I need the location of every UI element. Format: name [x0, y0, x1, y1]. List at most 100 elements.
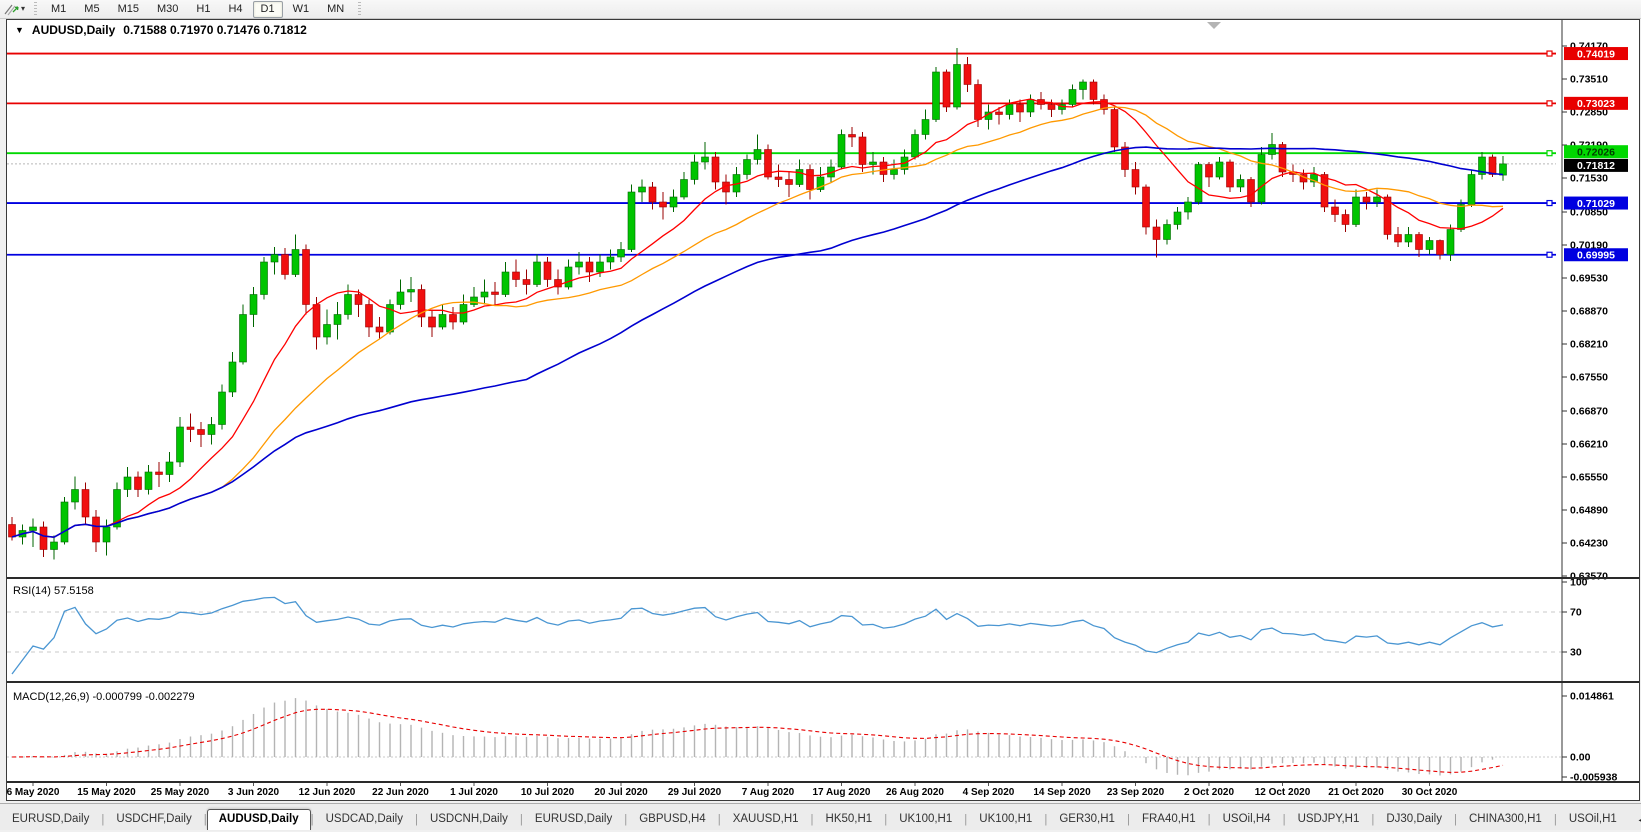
- candle-body: [291, 249, 300, 275]
- candle-body: [816, 176, 825, 190]
- candle-body: [743, 159, 751, 175]
- candle-body: [690, 161, 699, 180]
- date-tick-label: 6 May 2020: [7, 787, 60, 798]
- tab-separator: |: [624, 814, 628, 826]
- candle-body: [921, 119, 930, 135]
- candle-body: [711, 156, 720, 183]
- candle-body: [1100, 99, 1108, 110]
- symbol-tab-hk50-h1[interactable]: HK50,H1: [825, 813, 873, 825]
- timeframe-button-mn[interactable]: MN: [327, 2, 345, 15]
- price-tick-label: 0.63570: [1570, 571, 1608, 583]
- date-tick-label: 25 May 2020: [151, 787, 210, 798]
- symbol-tab-dj30-daily[interactable]: DJ30,Daily: [1386, 813, 1442, 825]
- level-price-tag-text: 0.71029: [1577, 198, 1615, 210]
- candle-body: [123, 476, 132, 490]
- price-tick-label: 0.64230: [1570, 538, 1608, 550]
- candle-body: [638, 186, 646, 193]
- chart-ohlc-values: 0.71588 0.71970 0.71476 0.71812: [123, 23, 307, 37]
- date-tick-label: 12 Jun 2020: [299, 787, 356, 798]
- candle-body: [501, 271, 510, 295]
- rsi-line: [11, 596, 1504, 675]
- candle-body: [932, 71, 940, 120]
- candle-body: [197, 429, 205, 435]
- candle-body: [71, 489, 79, 503]
- chart-shift-marker[interactable]: [1207, 22, 1221, 29]
- timeframe-button-d1[interactable]: D1: [252, 0, 283, 18]
- tab-scroll-left-icon[interactable]: ◄: [1637, 815, 1641, 825]
- symbol-tabbar: EURUSD,Daily | USDCHF,Daily | AUDUSD,Daily | U…: [0, 803, 1641, 830]
- symbol-tab-eurusd-daily[interactable]: EURUSD,Daily: [534, 813, 613, 825]
- date-tick-label: 22 Jun 2020: [372, 787, 429, 798]
- tab-separator: |: [964, 814, 968, 826]
- candle-body: [375, 326, 384, 333]
- symbol-tab-usoil-h4[interactable]: USOil,H4: [1222, 813, 1271, 825]
- candle-body: [176, 426, 184, 463]
- candle-body: [1331, 206, 1339, 215]
- candle-body: [1383, 196, 1392, 235]
- rsi-pane: RSI(14) 57.5158: [7, 585, 1562, 675]
- collapse-caret-icon[interactable]: ▼: [15, 25, 24, 35]
- symbol-tab-usdcad-daily[interactable]: USDCAD,Daily: [325, 813, 403, 825]
- candle-body: [911, 134, 919, 158]
- candle-body: [428, 316, 436, 328]
- symbol-tab-china300-h1[interactable]: CHINA300,H1: [1468, 813, 1542, 825]
- candle-body: [1394, 234, 1402, 243]
- symbol-tab-gbpusd-h4[interactable]: GBPUSD,H4: [639, 813, 706, 825]
- candle-body: [1310, 174, 1318, 183]
- symbol-tab-ger30-h1[interactable]: GER30,H1: [1059, 813, 1115, 825]
- price-tick-label: 0.69530: [1570, 273, 1608, 285]
- symbol-tab-fra40-h1[interactable]: FRA40,H1: [1141, 813, 1196, 825]
- candle-body: [869, 161, 877, 165]
- timeframe-button-m1[interactable]: M1: [51, 2, 67, 15]
- tab-separator: |: [810, 814, 814, 826]
- symbol-tab-audusd-daily[interactable]: AUDUSD,Daily: [206, 809, 311, 830]
- dropdown-caret-icon[interactable]: ▾: [21, 4, 26, 13]
- rsi-label: RSI(14) 57.5158: [13, 585, 94, 597]
- date-tick-label: 17 Aug 2020: [813, 787, 871, 798]
- candle-body: [1257, 154, 1266, 203]
- timeframe-button-h1[interactable]: H1: [196, 2, 211, 15]
- symbol-tab-usdjpy-h1[interactable]: USDJPY,H1: [1297, 813, 1360, 825]
- symbol-tab-uk100-h1[interactable]: UK100,H1: [899, 813, 953, 825]
- candle-body: [1068, 89, 1077, 105]
- chart-canvas[interactable]: RSI(14) 57.5158 MACD(12,26,9) -0.000799 -…: [7, 20, 1639, 800]
- candle-body: [1478, 156, 1486, 175]
- toolbar-separator: [33, 2, 39, 16]
- candle-body: [165, 461, 174, 475]
- candle-body: [333, 314, 342, 325]
- tab-separator: |: [1207, 814, 1211, 826]
- timeframe-button-m30[interactable]: M30: [156, 2, 179, 15]
- symbol-tab-usdchf-daily[interactable]: USDCHF,Daily: [116, 813, 192, 825]
- symbol-tab-usdcnh-daily[interactable]: USDCNH,Daily: [429, 813, 508, 825]
- level-price-tag: [1564, 145, 1628, 159]
- symbol-tab-xauusd-h1[interactable]: XAUUSD,H1: [732, 813, 799, 825]
- symbol-tab-uk100-h1[interactable]: UK100,H1: [979, 813, 1033, 825]
- timeframe-button-h4[interactable]: H4: [228, 2, 243, 15]
- candle-body: [512, 271, 520, 280]
- candle-body: [774, 176, 783, 180]
- candle-body: [1268, 144, 1276, 155]
- timeframe-button-w1[interactable]: W1: [292, 2, 310, 15]
- candle-body: [543, 261, 552, 280]
- candle-body: [323, 324, 331, 338]
- candle-body: [1152, 226, 1161, 240]
- candle-body: [764, 149, 772, 178]
- symbol-tab-usoil-h1[interactable]: USOil,H1: [1568, 813, 1617, 825]
- date-tick-label: 23 Sep 2020: [1107, 787, 1165, 798]
- candle-body: [270, 254, 279, 263]
- current-price-tag-text: 0.71812: [1577, 160, 1615, 172]
- candle-body: [1457, 204, 1465, 230]
- candle-body: [92, 516, 100, 543]
- candle-body: [491, 291, 499, 295]
- candle-body: [837, 134, 846, 168]
- toolbar: ▾ M1 M5 M15 M30 H1 H4 D1 W1 MN: [0, 0, 1641, 19]
- candle-body: [554, 279, 562, 288]
- ma-50-line: [11, 146, 1504, 539]
- macd-tick-label: -0.005938: [1570, 772, 1617, 784]
- timeframe-button-m15[interactable]: M15: [117, 2, 139, 15]
- tab-separator: |: [414, 814, 418, 826]
- line-studies-icon[interactable]: ▾: [0, 1, 29, 17]
- candle-body: [155, 471, 163, 475]
- symbol-tab-eurusd-daily[interactable]: EURUSD,Daily: [12, 813, 90, 825]
- timeframe-button-m5[interactable]: M5: [84, 2, 100, 15]
